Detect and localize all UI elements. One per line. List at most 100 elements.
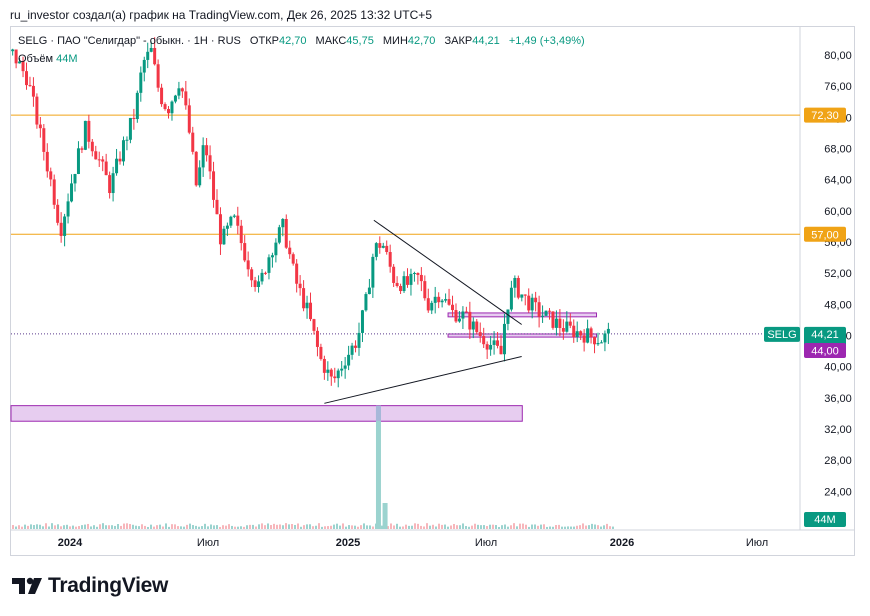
candle (90, 139, 94, 157)
candle (603, 330, 607, 352)
candle-body (288, 247, 292, 255)
candle (11, 48, 15, 56)
volume-bar (417, 523, 419, 529)
volume-bar (135, 525, 137, 529)
volume-bar (420, 525, 422, 529)
tradingview-logo[interactable]: TradingView (12, 573, 168, 599)
candle (243, 235, 247, 263)
candle (506, 309, 510, 331)
price-tick-label: 60,00 (824, 206, 852, 218)
candle (530, 293, 534, 319)
candle-body (506, 309, 510, 324)
candle-body (80, 148, 84, 150)
candle-body (315, 330, 319, 347)
price-tick-label: 36,00 (824, 393, 852, 405)
candle (28, 76, 32, 87)
volume-bar (501, 525, 503, 529)
candle (215, 189, 219, 215)
candle (76, 141, 80, 175)
candle (423, 275, 427, 301)
price-tick-label: 76,00 (824, 81, 852, 93)
volume-bar (216, 525, 218, 529)
volume-bar (165, 523, 167, 529)
volume-bar (78, 526, 80, 529)
candle-body (180, 88, 184, 92)
candle-body (329, 369, 333, 377)
volume-bar (213, 525, 215, 529)
volume-bar (519, 523, 521, 529)
candle (350, 342, 354, 360)
candle (108, 171, 112, 199)
chart-frame[interactable] (10, 26, 855, 556)
candle-body (360, 310, 364, 333)
candle-body (419, 274, 423, 282)
candle-body (405, 276, 409, 285)
legend-high: 45,75 (346, 35, 374, 47)
candle (520, 294, 524, 302)
candle (239, 219, 243, 251)
volume-bar (471, 525, 473, 529)
candle-body (229, 216, 233, 226)
candle (153, 37, 157, 66)
volume-bar (498, 526, 500, 529)
candle (367, 278, 371, 295)
volume-bar (15, 526, 17, 529)
volume-bar (339, 525, 341, 529)
price-chart[interactable]: 80,0076,0072,0068,0064,0060,0056,0052,00… (0, 0, 870, 560)
candle-body (56, 204, 60, 223)
volume-bar (528, 526, 530, 529)
candle-body (239, 225, 243, 244)
support-zone (10, 405, 523, 422)
candle (548, 308, 552, 320)
volume-bar (288, 524, 290, 529)
time-tick-label: 2026 (610, 537, 634, 549)
candle (599, 340, 603, 344)
candle (70, 174, 74, 203)
candle-body (554, 318, 558, 328)
volume-bar (507, 526, 509, 529)
candle (194, 151, 198, 187)
candle (125, 136, 129, 151)
candle-body (184, 91, 188, 106)
volume-bar (81, 525, 83, 529)
candle (433, 286, 437, 314)
volume-bar (276, 524, 278, 529)
candle-body (243, 243, 247, 261)
candle (430, 300, 434, 315)
legend-close-label: ЗАКР (444, 35, 473, 47)
candle-body (70, 183, 74, 202)
volume-bar (504, 524, 506, 529)
candle (56, 199, 60, 226)
candle (253, 276, 257, 292)
candle-body (11, 49, 15, 52)
legend-change: +1,49 (+3,49%) (508, 35, 585, 47)
candle (582, 329, 586, 352)
candle-body (270, 255, 274, 258)
candle (416, 272, 420, 285)
time-tick-label: Июл (197, 537, 219, 549)
volume-bar (594, 524, 596, 529)
volume-bar (174, 524, 176, 529)
volume-bar (243, 526, 245, 529)
candle (329, 368, 333, 386)
candle (527, 288, 531, 313)
candle-body (173, 95, 177, 102)
volume-bar (447, 526, 449, 529)
candle-body (426, 298, 430, 311)
candle (295, 259, 299, 293)
candle-body (378, 243, 382, 248)
candle (118, 151, 122, 165)
candle (218, 207, 222, 255)
candle-body (589, 328, 593, 338)
volume-bar (204, 523, 206, 529)
candle-body (516, 277, 520, 298)
candle-body (343, 365, 347, 369)
candle (405, 268, 409, 288)
legend-symbol[interactable]: SELG · ПАО "Селигдар" - обыкн. · 1H · RU… (18, 35, 241, 47)
candle-body (447, 299, 451, 305)
candle (399, 283, 403, 295)
volume-tag-bg (804, 512, 846, 527)
volume-bar (381, 525, 383, 529)
legend-volume-label[interactable]: Объём (18, 53, 54, 65)
candle (63, 213, 67, 247)
